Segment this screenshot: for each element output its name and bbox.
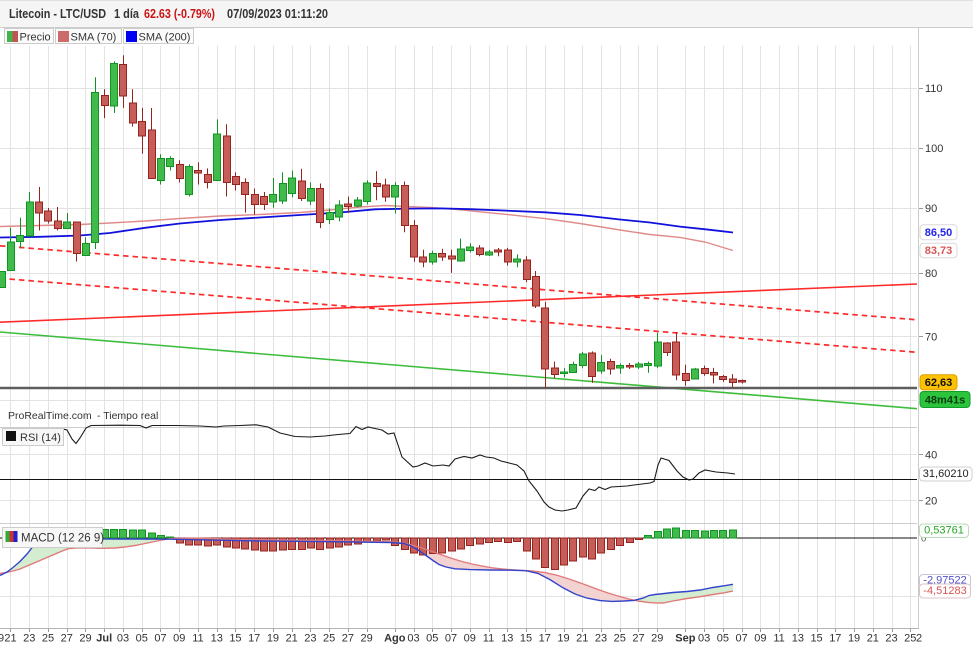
svg-text:62,63: 62,63 xyxy=(925,377,953,389)
svg-text:09: 09 xyxy=(754,633,766,645)
svg-text:-4,51283: -4,51283 xyxy=(923,585,966,597)
svg-text:11: 11 xyxy=(483,633,494,645)
svg-text:17: 17 xyxy=(829,633,841,645)
svg-text:13: 13 xyxy=(211,633,223,645)
svg-text:13: 13 xyxy=(501,633,513,645)
svg-text:23: 23 xyxy=(304,633,316,645)
svg-text:86,50: 86,50 xyxy=(925,227,953,239)
svg-text:62.63 (-0.79%): 62.63 (-0.79%) xyxy=(144,7,215,21)
svg-text:15: 15 xyxy=(520,633,532,645)
svg-text:9: 9 xyxy=(0,633,4,645)
svg-text:Litecoin - LTC/USD: Litecoin - LTC/USD xyxy=(9,7,106,21)
svg-text:SMA (200): SMA (200) xyxy=(139,32,191,44)
svg-text:RSI (14): RSI (14) xyxy=(20,432,61,444)
svg-text:29: 29 xyxy=(651,633,663,645)
svg-text:17: 17 xyxy=(539,633,551,645)
svg-text:- Tiempo real: - Tiempo real xyxy=(97,410,158,422)
svg-text:40: 40 xyxy=(925,450,937,462)
svg-text:03: 03 xyxy=(407,633,419,645)
svg-text:MACD (12 26 9): MACD (12 26 9) xyxy=(21,533,104,545)
svg-text:17: 17 xyxy=(248,633,260,645)
svg-text:21: 21 xyxy=(286,633,298,645)
svg-text:Ago: Ago xyxy=(384,633,406,645)
svg-text:25: 25 xyxy=(614,633,626,645)
svg-text:23: 23 xyxy=(595,633,607,645)
svg-text:ProRealTime.com: ProRealTime.com xyxy=(8,410,92,422)
svg-text:19: 19 xyxy=(848,633,860,645)
svg-text:SMA (70): SMA (70) xyxy=(71,32,117,44)
svg-text:23: 23 xyxy=(23,633,35,645)
svg-text:07: 07 xyxy=(154,633,166,645)
svg-text:27: 27 xyxy=(61,633,73,645)
svg-text:25: 25 xyxy=(323,633,335,645)
svg-text:21: 21 xyxy=(867,633,879,645)
svg-text:20: 20 xyxy=(925,496,937,508)
svg-text:29: 29 xyxy=(79,633,91,645)
svg-text:31,60210: 31,60210 xyxy=(923,468,969,480)
svg-text:29: 29 xyxy=(361,633,373,645)
svg-text:1 día: 1 día xyxy=(114,7,140,21)
svg-text:07/09/2023 01:11:20: 07/09/2023 01:11:20 xyxy=(227,7,328,21)
svg-text:2: 2 xyxy=(916,633,922,645)
svg-text:07: 07 xyxy=(735,633,747,645)
svg-text:100: 100 xyxy=(925,143,943,155)
svg-text:90: 90 xyxy=(925,203,937,215)
svg-text:13: 13 xyxy=(792,633,804,645)
svg-text:19: 19 xyxy=(557,633,569,645)
svg-text:48m41s: 48m41s xyxy=(925,395,965,407)
svg-text:21: 21 xyxy=(4,633,16,645)
svg-text:25: 25 xyxy=(42,633,54,645)
svg-text:83,73: 83,73 xyxy=(925,245,953,257)
svg-text:09: 09 xyxy=(464,633,476,645)
svg-text:19: 19 xyxy=(267,633,279,645)
svg-text:11: 11 xyxy=(773,633,784,645)
svg-text:11: 11 xyxy=(192,633,203,645)
svg-text:05: 05 xyxy=(426,633,438,645)
svg-text:27: 27 xyxy=(632,633,644,645)
svg-text:09: 09 xyxy=(173,633,185,645)
svg-text:03: 03 xyxy=(117,633,129,645)
svg-text:05: 05 xyxy=(717,633,729,645)
svg-text:Precio: Precio xyxy=(20,32,51,44)
svg-text:05: 05 xyxy=(136,633,148,645)
svg-text:23: 23 xyxy=(885,633,897,645)
svg-text:07: 07 xyxy=(445,633,457,645)
svg-text:27: 27 xyxy=(342,633,354,645)
svg-text:0,53761: 0,53761 xyxy=(924,525,964,537)
svg-text:0: 0 xyxy=(921,534,926,545)
svg-text:21: 21 xyxy=(576,633,588,645)
svg-text:25: 25 xyxy=(904,633,916,645)
svg-text:Sep: Sep xyxy=(675,633,695,645)
svg-text:15: 15 xyxy=(229,633,241,645)
svg-text:80: 80 xyxy=(925,268,937,280)
svg-text:70: 70 xyxy=(925,332,937,344)
svg-text:15: 15 xyxy=(810,633,822,645)
svg-text:03: 03 xyxy=(698,633,710,645)
svg-text:Jul: Jul xyxy=(96,633,112,645)
svg-text:110: 110 xyxy=(925,83,943,95)
